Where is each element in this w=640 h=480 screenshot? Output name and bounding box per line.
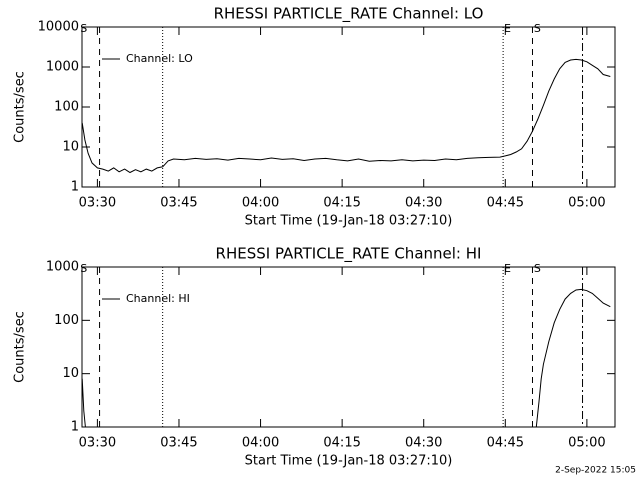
x-tick-label: 04:00 xyxy=(242,436,279,451)
x-tick-label: 04:15 xyxy=(323,196,360,211)
x-tick-label: 04:30 xyxy=(405,436,442,451)
plot-frame xyxy=(81,266,616,428)
x-tick-label: 05:00 xyxy=(568,436,605,451)
x-tick-label: 04:00 xyxy=(242,196,279,211)
legend-label: Channel: HI xyxy=(126,292,190,305)
y-tick-label: 1000 xyxy=(46,60,79,75)
x-tick-label: 03:30 xyxy=(79,436,116,451)
y-tick-label: 100 xyxy=(54,100,79,115)
y-tick-label: 10 xyxy=(62,366,79,381)
chart-title: RHESSI PARTICLE_RATE Channel: LO xyxy=(214,5,484,24)
y-tick-label: 10 xyxy=(62,140,79,155)
annotation: S xyxy=(534,262,541,275)
x-tick-label: 04:30 xyxy=(405,196,442,211)
series-line xyxy=(82,58,611,174)
x-tick-label: 04:45 xyxy=(487,436,524,451)
annotation: E xyxy=(504,22,511,35)
y-tick-label: 1 xyxy=(71,420,79,435)
y-tick-label: 1 xyxy=(71,180,79,195)
annotation: S xyxy=(80,22,87,35)
chart-title: RHESSI PARTICLE_RATE Channel: HI xyxy=(216,245,482,264)
timestamp: 2-Sep-2022 15:05 xyxy=(555,466,636,476)
y-axis-label: Counts/sec xyxy=(13,311,28,383)
x-tick-label: 05:00 xyxy=(568,196,605,211)
x-tick-label: 03:45 xyxy=(160,436,197,451)
y-tick-label: 10000 xyxy=(38,20,79,35)
y-tick-label: 100 xyxy=(54,313,79,328)
legend-label: Channel: LO xyxy=(126,52,193,65)
annotation: E xyxy=(504,262,511,275)
x-tick-label: 03:30 xyxy=(79,196,116,211)
y-axis-label: Counts/sec xyxy=(13,71,28,143)
annotation: S xyxy=(80,262,87,275)
y-tick-label: 1000 xyxy=(46,260,79,275)
series-line xyxy=(82,288,611,427)
x-tick-label: 03:45 xyxy=(160,196,197,211)
plot-frame xyxy=(81,26,616,188)
x-tick-label: 04:45 xyxy=(487,196,524,211)
x-tick-label: 04:15 xyxy=(323,436,360,451)
x-axis-label: Start Time (19-Jan-18 03:27:10) xyxy=(245,214,453,229)
annotation: S xyxy=(534,22,541,35)
x-axis-label: Start Time (19-Jan-18 03:27:10) xyxy=(245,454,453,469)
